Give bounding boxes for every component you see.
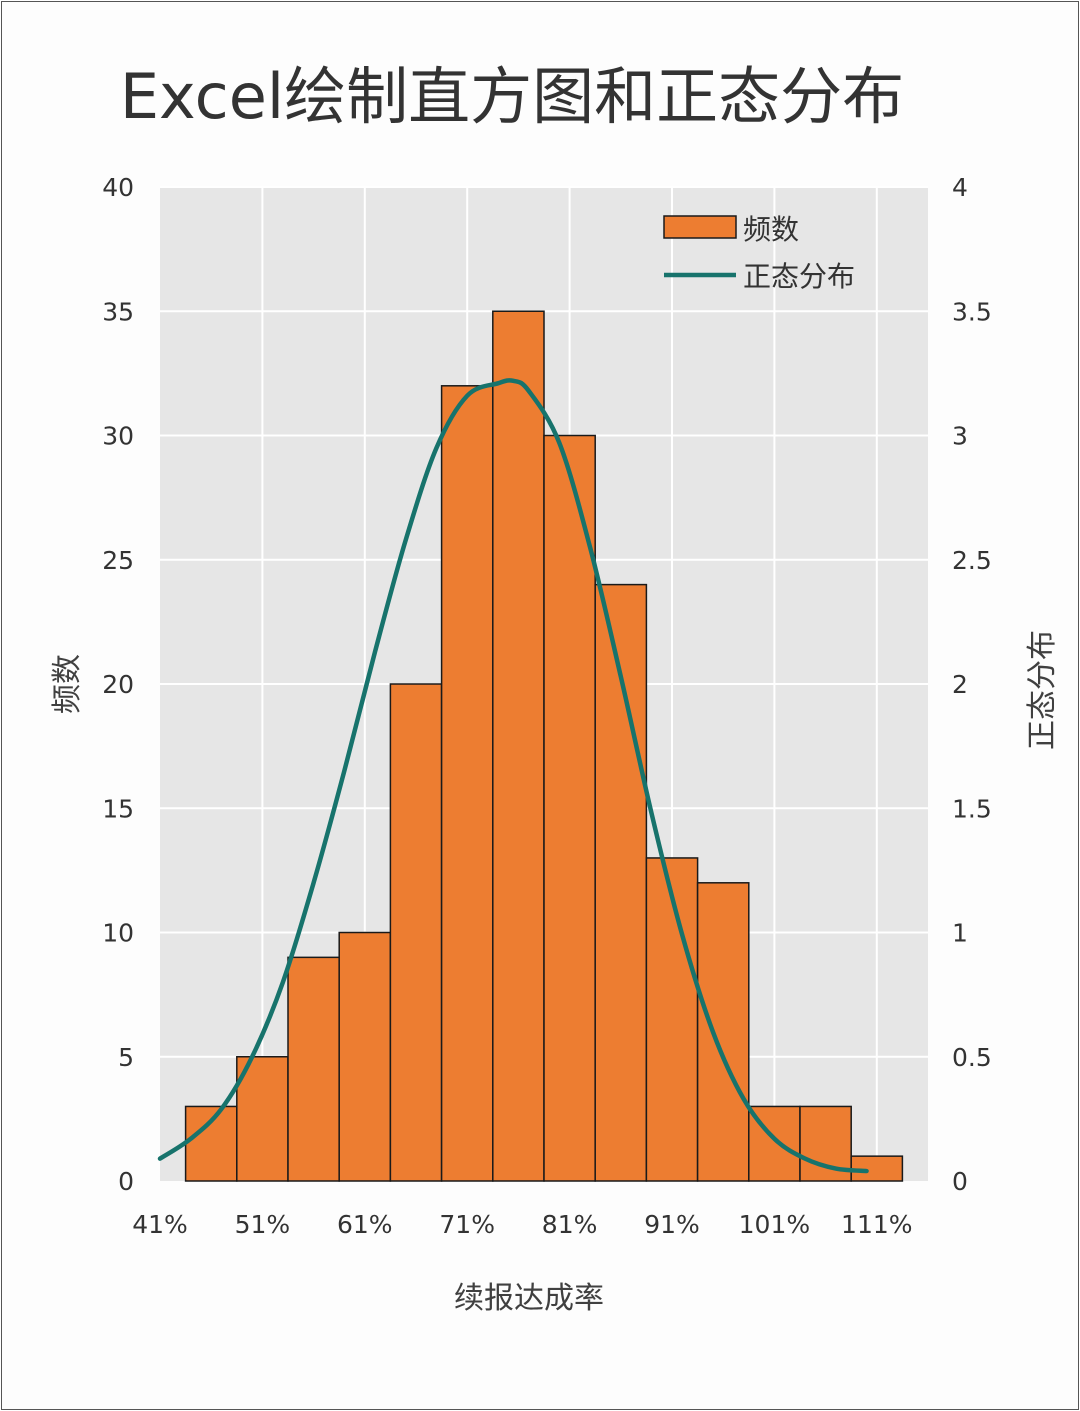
right-y-tick-label: 1.5	[952, 794, 992, 823]
x-axis-title: 续报达成率	[454, 1281, 604, 1316]
legend-label-normal: 正态分布	[743, 260, 855, 293]
x-tick-label: 91%	[644, 1210, 700, 1239]
right-y-tick-label: 4	[952, 173, 968, 202]
left-y-tick-label: 15	[102, 794, 134, 823]
x-tick-label: 71%	[439, 1210, 495, 1239]
right-y-axis-title: 正态分布	[1025, 630, 1060, 750]
x-tick-label: 101%	[739, 1210, 810, 1239]
x-tick-label: 51%	[235, 1210, 291, 1239]
right-y-tick-label: 2	[952, 670, 968, 699]
legend-label-frequency: 频数	[743, 213, 799, 246]
normal-distribution-curve	[157, 378, 869, 1174]
right-y-tick-label: 3.5	[952, 297, 992, 326]
left-y-tick-label: 20	[102, 670, 134, 699]
legend-bar-swatch	[663, 215, 737, 239]
right-y-tick-label: 2.5	[952, 546, 992, 575]
x-tick-label: 81%	[542, 1210, 598, 1239]
histogram-bar	[492, 310, 545, 1182]
left-y-tick-label: 30	[102, 422, 134, 451]
histogram-bar	[389, 683, 443, 1182]
x-tick-label: 41%	[132, 1210, 188, 1239]
histogram-bar	[696, 882, 750, 1182]
left-y-tick-label: 35	[102, 297, 134, 326]
right-y-tick-label: 0	[952, 1167, 968, 1196]
right-y-tick-label: 1	[952, 919, 968, 948]
left-y-tick-label: 10	[102, 919, 134, 948]
histogram-bars	[184, 310, 904, 1182]
left-y-axis-ticks: 0 5 10 15 20 25 30 35 40	[102, 173, 134, 1196]
chart-title: Excel绘制直方图和正态分布	[120, 60, 904, 133]
right-y-axis-ticks: 0 0.5 1 1.5 2 2.5 3 3.5 4	[952, 173, 992, 1196]
x-tick-label: 61%	[337, 1210, 393, 1239]
left-y-tick-label: 5	[118, 1043, 134, 1072]
left-y-tick-label: 0	[118, 1167, 134, 1196]
x-axis-ticks: 41% 51% 61% 71% 81% 91% 101% 111%	[132, 1210, 912, 1239]
histogram-bar	[287, 956, 340, 1182]
left-y-tick-label: 40	[102, 173, 134, 202]
histogram-bar	[543, 434, 596, 1182]
left-y-tick-label: 25	[102, 546, 134, 575]
left-y-axis-title: 频数	[50, 654, 85, 714]
histogram-bar	[645, 857, 699, 1182]
x-tick-label: 111%	[841, 1210, 912, 1239]
histogram-bar	[440, 385, 494, 1182]
right-y-tick-label: 0.5	[952, 1043, 992, 1072]
legend: 频数 正态分布	[663, 213, 855, 293]
histogram-bar	[338, 931, 392, 1182]
right-y-tick-label: 3	[952, 422, 968, 451]
